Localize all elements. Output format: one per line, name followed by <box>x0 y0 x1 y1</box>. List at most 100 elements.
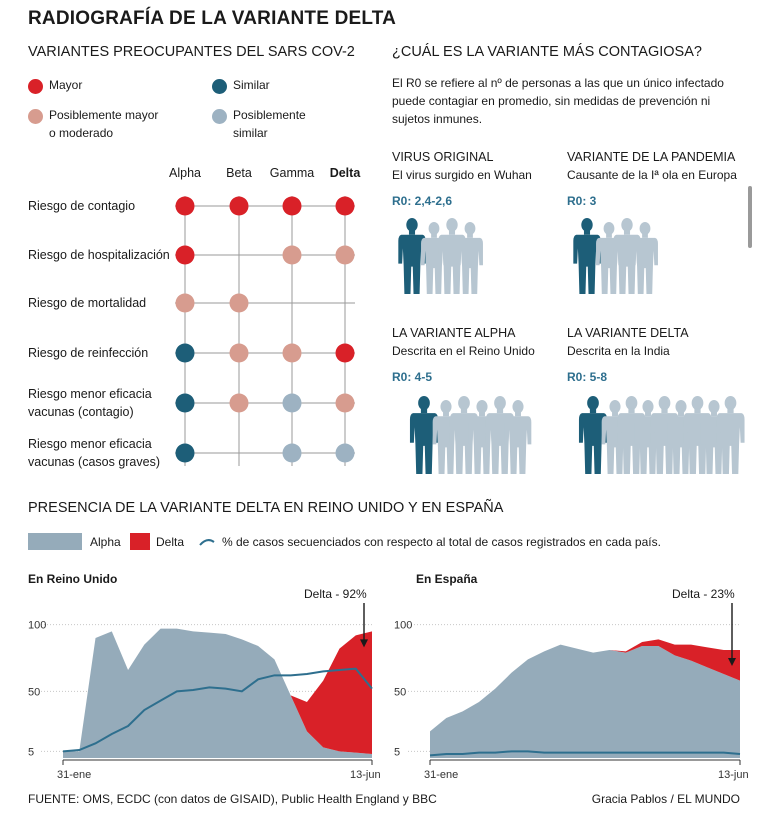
presence-legend: Alpha Delta % de casos secuenciados con re… <box>28 533 661 550</box>
legend-label: Similar <box>233 78 270 92</box>
person-head <box>458 396 470 411</box>
person-neck <box>623 230 631 235</box>
person-head <box>621 218 633 232</box>
person-neck <box>612 411 618 417</box>
infected-person-icon <box>573 218 601 294</box>
legend-label: Mayor <box>49 78 83 92</box>
column-header-alpha: Alpha <box>169 166 201 180</box>
risk-dot-posiblemente-mayor <box>282 245 302 265</box>
presence-charts: 5 50 100 31-ene 13-jun En Reino Unido Delta - … <box>28 572 749 781</box>
legend-label: Posiblemente mayor <box>49 108 159 122</box>
chart-panel-title: En Reino Unido <box>28 572 117 586</box>
person-neck <box>589 408 597 414</box>
person-neck <box>408 230 416 235</box>
column-header-beta: Beta <box>226 166 252 180</box>
variants-risk-grid <box>175 196 355 466</box>
person-neck <box>727 408 734 414</box>
person-neck <box>448 230 456 235</box>
person-neck <box>583 230 591 235</box>
risk-dot-posiblemente-similar <box>335 443 355 463</box>
variant-name: VIRUS ORIGINAL <box>392 150 494 164</box>
row-label: Riesgo menor eficacia <box>28 387 152 401</box>
person-neck <box>496 408 504 414</box>
person-body <box>409 413 439 474</box>
person-body <box>632 237 658 294</box>
source-note: FUENTE: OMS, ECDC (con datos de GISAID),… <box>28 792 437 806</box>
person-neck <box>420 408 428 414</box>
risk-dot-similar <box>175 443 195 463</box>
person-head <box>440 400 452 414</box>
contagion-person-icon <box>457 222 483 294</box>
contagion-person-icon <box>421 222 447 294</box>
risk-dot-posiblemente-similar <box>282 443 302 463</box>
row-label: vacunas (casos graves) <box>28 455 161 469</box>
presence-title: PRESENCIA DE LA VARIANTE DELTA EN REINO … <box>28 500 504 516</box>
person-neck <box>479 411 485 417</box>
legend-delta-swatch <box>130 533 150 550</box>
person-body <box>504 416 532 474</box>
x-end-label: 13-jun <box>350 769 381 781</box>
person-neck <box>645 411 651 417</box>
risk-dot-similar <box>175 343 195 363</box>
person-neck <box>431 233 437 238</box>
r0-people-illustrations <box>398 218 745 474</box>
risk-dot-mayor <box>282 196 302 216</box>
legend-dot-pink <box>28 109 43 124</box>
legend-label: o moderado <box>49 126 114 140</box>
risk-dot-mayor <box>229 196 249 216</box>
person-head <box>609 400 621 414</box>
person-body <box>573 234 601 294</box>
r0-value: R0: 4-5 <box>392 370 433 384</box>
y-tick-label: 5 <box>28 746 34 758</box>
legend-alpha-swatch <box>28 533 82 550</box>
row-label: Riesgo de mortalidad <box>28 296 147 310</box>
variant-subtitle: Causante de la Iª ola en Europa <box>567 168 737 182</box>
y-tick-label: 5 <box>394 746 400 758</box>
person-neck <box>515 411 521 417</box>
legend-alpha-label: Alpha <box>90 535 121 549</box>
variant-subtitle: Descrita en el Reino Unido <box>392 344 535 358</box>
annotation-arrowhead <box>728 658 736 666</box>
contagion-person-icon <box>504 400 532 474</box>
r0-value: R0: 2,4-2,6 <box>392 194 453 208</box>
variants-grid-title: VARIANTES PREOCUPANTES DEL SARS COV-2 <box>28 44 355 60</box>
variant-name: LA VARIANTE ALPHA <box>392 326 516 340</box>
page-title: RADIOGRAFÍA DE LA VARIANTE DELTA <box>28 8 397 29</box>
column-header-gamma: Gamma <box>269 166 315 180</box>
person-head <box>428 222 440 235</box>
person-head <box>625 396 638 411</box>
delta-annotation: Delta - 92% <box>304 587 367 601</box>
row-label: Riesgo de contagio <box>28 199 136 213</box>
risk-dot-posiblemente-mayor <box>175 293 195 313</box>
person-neck <box>606 233 612 238</box>
infected-person-icon <box>398 218 426 294</box>
person-head <box>418 396 430 411</box>
risk-dot-posiblemente-similar <box>282 393 302 413</box>
person-neck <box>467 233 473 238</box>
legend-dot-light_blue <box>212 109 227 124</box>
delta-area <box>63 628 372 754</box>
person-head <box>724 396 737 411</box>
scrollbar-thumb[interactable] <box>748 186 752 248</box>
risk-dot-posiblemente-mayor <box>335 393 355 413</box>
person-head <box>691 396 704 411</box>
person-neck <box>443 411 449 417</box>
person-neck <box>642 233 648 238</box>
contagiousness-title: ¿CUÁL ES LA VARIANTE MÁS CONTAGIOSA? <box>392 44 702 60</box>
delta-area <box>430 639 740 732</box>
person-body <box>716 413 745 474</box>
y-tick-label: 100 <box>394 620 412 632</box>
legend-line-label: % de casos secuenciados con respecto al … <box>222 535 661 549</box>
legend-dot-red <box>28 79 43 94</box>
row-label: Riesgo de reinfección <box>28 346 149 360</box>
annotation-arrowhead <box>360 639 368 648</box>
delta-annotation: Delta - 23% <box>672 587 735 601</box>
person-head <box>446 218 458 232</box>
person-body <box>457 237 483 294</box>
variant-name: VARIANTE DE LA PANDEMIA <box>567 150 736 164</box>
contagion-person-icon <box>613 218 641 294</box>
row-label: Riesgo menor eficacia <box>28 437 152 451</box>
person-neck <box>678 411 684 417</box>
row-label: Riesgo de hospitalización <box>28 248 170 262</box>
legend-label: Posiblemente <box>233 108 306 122</box>
